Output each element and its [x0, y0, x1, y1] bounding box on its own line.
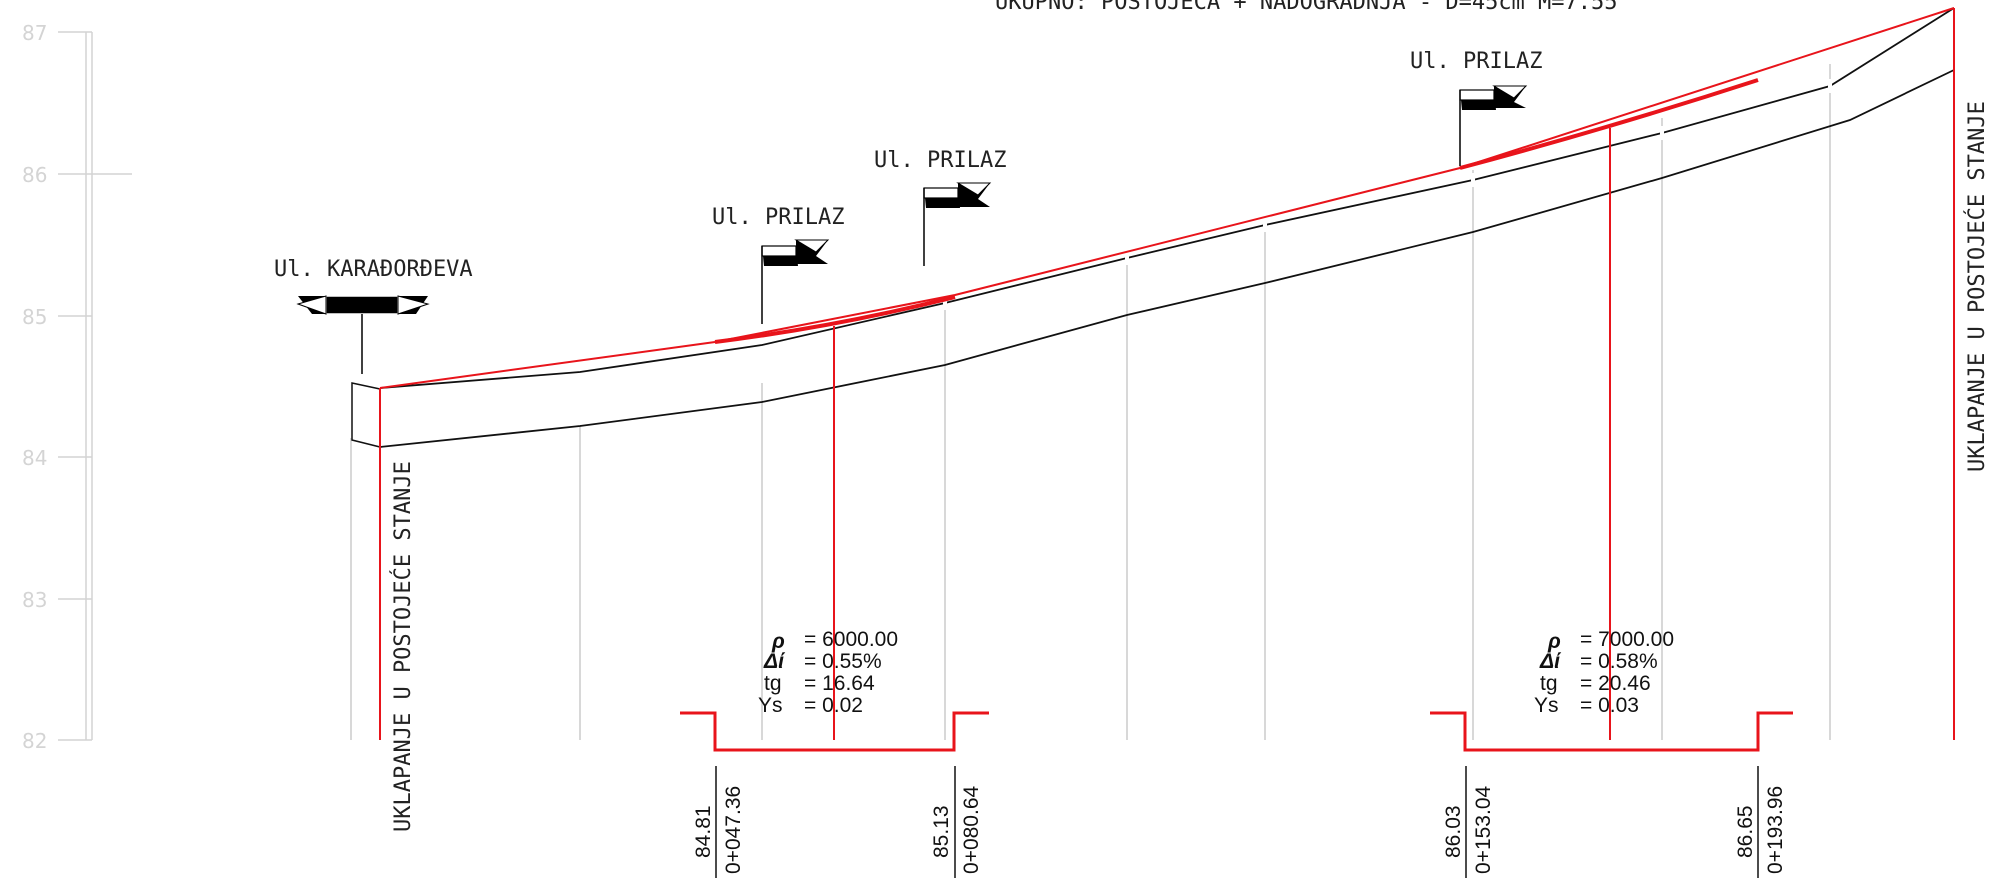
- street-label: Ul. PRILAZ: [712, 205, 844, 230]
- red-vertical-lines: [379, 8, 1955, 740]
- vertical-curve-2-arc: [1459, 78, 1759, 170]
- elevation-tick-label: 87: [22, 21, 47, 45]
- radius-symbol: ρ: [1547, 630, 1561, 653]
- curve-delta-value: = 0.58%: [1580, 650, 1658, 673]
- station-marker-3: 86.03 0+153.04: [1442, 766, 1495, 878]
- station-marker-4: 86.65 0+193.96: [1734, 766, 1787, 878]
- pavement-line-breaks: [943, 79, 1832, 310]
- curve-radius-value: = 6000.00: [804, 628, 898, 651]
- vertical-curve-1-parameters: ρ = 6000.00 Δί = 0.55% tg = 16.64 Ys = 0…: [758, 628, 898, 717]
- station-chainage: 0+193.96: [1764, 786, 1787, 874]
- station-marker-2: 85.13 0+080.64: [930, 766, 983, 878]
- station-elevation: 86.03: [1442, 805, 1465, 858]
- pavement-top-line: [379, 7, 1955, 389]
- curve-tangent-value: = 20.46: [1580, 672, 1651, 695]
- vertical-curve-1-arc: [714, 295, 956, 344]
- station-chainage: 0+047.36: [722, 786, 745, 874]
- street-label: Ul. KARAĐORĐEVA: [274, 257, 473, 282]
- station-elevation: 85.13: [930, 805, 953, 858]
- tangent-symbol: tg: [764, 672, 782, 695]
- elevation-tick-label: 85: [22, 305, 47, 329]
- design-grade-line: [379, 7, 1955, 389]
- station-chainage: 0+080.64: [960, 786, 983, 874]
- station-grid-lines: [350, 64, 1831, 740]
- start-abutment: [351, 382, 381, 448]
- vertical-curve-1-bracket: [680, 711, 989, 752]
- vertical-curve-2-parameters: ρ = 7000.00 Δί = 0.58% tg = 20.46 Ys = 0…: [1534, 628, 1674, 717]
- curve-ys-value: = 0.02: [804, 694, 863, 717]
- tangent-symbol: tg: [1540, 672, 1558, 695]
- pavement-bottom-line: [379, 69, 1955, 448]
- intersection-symbol-prilaz-3: [1459, 85, 1528, 166]
- ys-symbol: Ys: [1534, 694, 1559, 717]
- elevation-tick-label: 84: [22, 446, 47, 470]
- street-label: Ul. PRILAZ: [1410, 49, 1542, 74]
- intersection-symbol-prilaz-2: [923, 182, 992, 266]
- station-elevation: 86.65: [1734, 805, 1757, 858]
- delta-symbol: Δί: [1539, 650, 1562, 673]
- curve-tangent-value: = 16.64: [804, 672, 875, 695]
- tie-in-label-start: UKLAPANJE U POSTOJEĆE STANJE: [390, 461, 416, 832]
- elevation-tick-label: 83: [22, 588, 47, 612]
- curve-radius-value: = 7000.00: [1580, 628, 1674, 651]
- station-marker-1: 84.81 0+047.36: [692, 766, 745, 878]
- ys-symbol: Ys: [758, 694, 783, 717]
- curve-ys-value: = 0.03: [1580, 694, 1639, 717]
- elevation-axis: [58, 31, 132, 741]
- elevation-tick-label: 86: [22, 163, 47, 187]
- delta-symbol: Δί: [763, 650, 786, 673]
- drawing-title: UKUPNO: POSTOJEĆA + NADOGRADNJA - D=45cm…: [995, 0, 1618, 15]
- elevation-tick-label: 82: [22, 729, 47, 753]
- station-elevation: 84.81: [692, 805, 715, 858]
- intersection-symbol-karadjordjeva: [296, 295, 430, 374]
- intersection-symbol-prilaz-1: [761, 239, 830, 324]
- tie-in-label-end: UKLAPANJE U POSTOJEĆE STANJE: [1964, 101, 1990, 472]
- street-label: Ul. PRILAZ: [874, 148, 1006, 173]
- curve-delta-value: = 0.55%: [804, 650, 882, 673]
- station-chainage: 0+153.04: [1472, 786, 1495, 874]
- vertical-curve-2-bracket: [1430, 711, 1793, 752]
- radius-symbol: ρ: [771, 630, 785, 653]
